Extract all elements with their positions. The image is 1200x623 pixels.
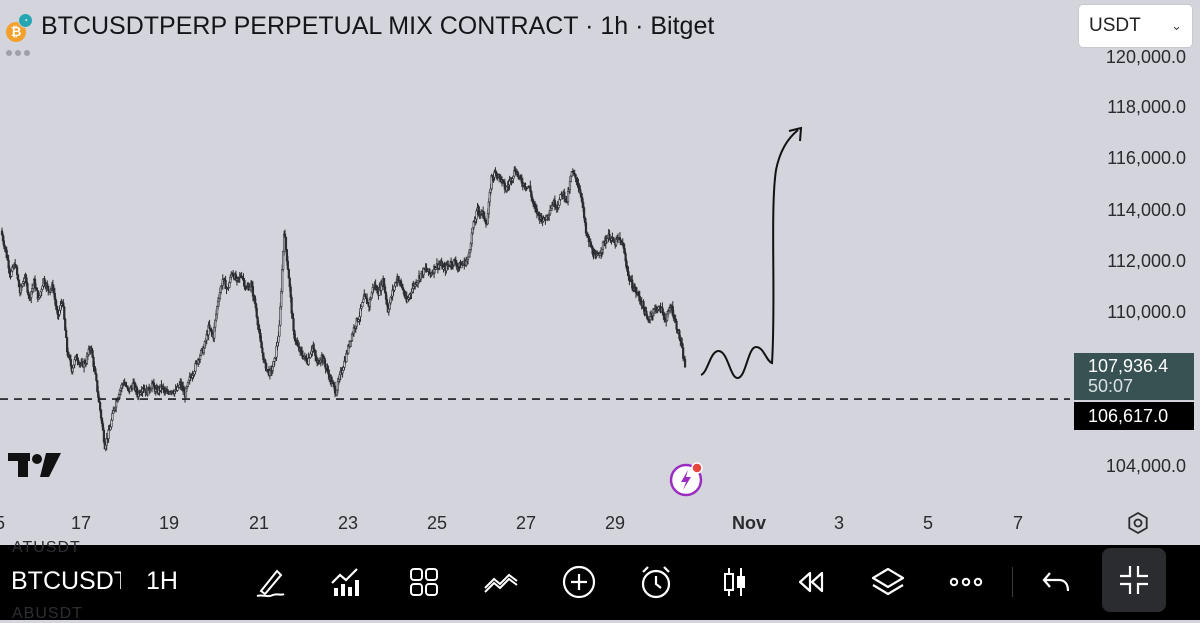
symbol-button[interactable]: BTCUSDT (11, 567, 121, 595)
minimize-button[interactable] (1102, 548, 1166, 612)
toolbar-separator (1012, 567, 1013, 597)
candles-layer (0, 166, 687, 452)
tradingview-logo-icon (8, 453, 61, 477)
date-label: 5 (922, 513, 934, 533)
price-chart[interactable] (0, 0, 1200, 545)
minimize-icon (1120, 566, 1148, 594)
date-label-month: Nov (731, 513, 767, 533)
level-price-tag[interactable]: 106,617.0 (1074, 402, 1194, 430)
indicators-icon[interactable] (327, 563, 365, 601)
date-label: 25 (426, 513, 448, 533)
date-label: 17 (70, 513, 92, 533)
add-icon[interactable] (560, 563, 598, 601)
price-label-110000: 110,000.0 (1107, 302, 1186, 322)
chart-title[interactable]: BTCUSDTPERP PERPETUAL MIX CONTRACT · 1h … (41, 12, 715, 40)
date-label: 27 (515, 513, 537, 533)
price-label-104000: 104,000.0 (1105, 456, 1186, 476)
currency-select[interactable]: USDT ⌄ (1079, 5, 1192, 47)
bottom-toolbar: ATUSDT ABUSDT BTCUSDT 1H (0, 539, 1200, 622)
interval-button[interactable]: 1H (146, 567, 178, 595)
templates-icon[interactable] (405, 563, 443, 601)
current-price-tag[interactable]: 107,936.4 50:07 (1074, 353, 1194, 400)
price-label-118000: 118,000.0 (1107, 97, 1186, 117)
projection-arrowhead (788, 126, 803, 142)
date-label: 29 (604, 513, 626, 533)
date-label: 7 (1012, 513, 1024, 533)
ghost-symbol-above: ATUSDT (12, 539, 81, 556)
date-label: 5 (0, 513, 5, 534)
current-price-value: 107,936.4 (1088, 356, 1169, 376)
settings-gear-icon[interactable] (1126, 511, 1150, 535)
price-label-116000: 116,000.0 (1107, 148, 1186, 168)
status-dots (6, 50, 30, 56)
chevron-down-icon: ⌄ (1171, 18, 1182, 33)
candle (683, 355, 687, 368)
chart-area[interactable]: ₿ ◔ BTCUSDTPERP PERPETUAL MIX CONTRACT ·… (0, 0, 1200, 545)
price-label-114000: 114,000.0 (1107, 200, 1186, 220)
price-label-120000: 120,000.0 (1105, 47, 1186, 67)
flash-news-icon[interactable] (668, 460, 708, 500)
drawing-pen-icon[interactable] (251, 563, 289, 601)
date-label: 21 (248, 513, 270, 533)
date-label: 23 (337, 513, 359, 533)
projection-drawing[interactable] (700, 129, 799, 379)
alert-clock-icon[interactable] (637, 563, 675, 601)
currency-select-value: USDT (1089, 15, 1141, 36)
date-label: 3 (833, 513, 845, 533)
ghost-symbol-below: ABUSDT (12, 605, 83, 622)
date-label: 19 (158, 513, 180, 533)
price-label-112000: 112,000.0 (1107, 251, 1186, 271)
undo-icon[interactable] (1037, 563, 1075, 601)
layers-icon[interactable] (869, 563, 907, 601)
candle (307, 352, 310, 366)
more-icon[interactable] (947, 563, 985, 601)
bar-countdown: 50:07 (1088, 376, 1134, 396)
replay-icon[interactable] (792, 563, 830, 601)
compare-icon[interactable] (482, 563, 520, 601)
exchange-badge-icon: ◔ (18, 13, 33, 28)
candle-type-icon[interactable] (716, 563, 754, 601)
